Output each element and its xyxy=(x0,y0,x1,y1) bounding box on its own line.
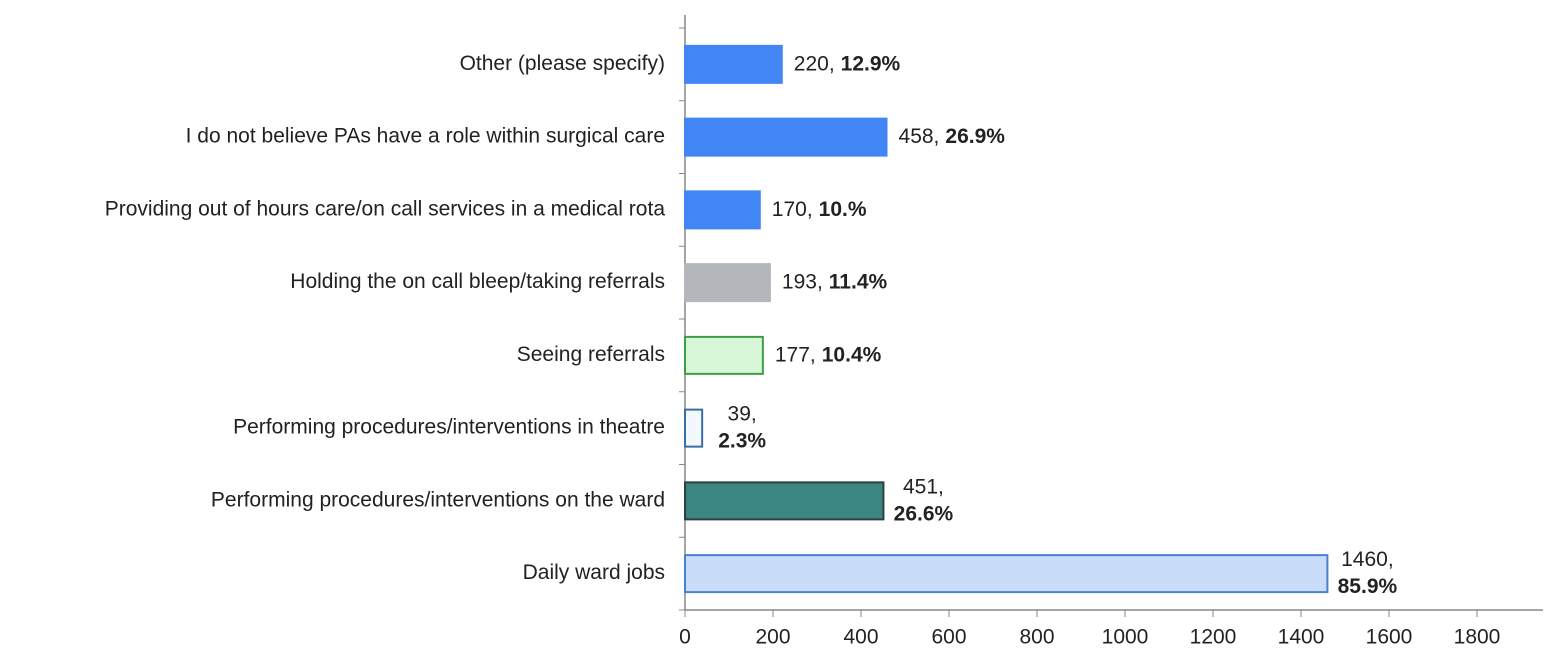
y-tick-label: I do not believe PAs have a role within … xyxy=(186,125,665,148)
bar xyxy=(684,263,771,303)
bar xyxy=(684,44,783,84)
percent-label: 2.3% xyxy=(718,430,766,453)
bar xyxy=(684,554,1329,594)
x-tick-label: 1800 xyxy=(1454,626,1501,649)
percent-label: 12.9% xyxy=(841,52,901,75)
data-label-group: 220, 12.9% xyxy=(794,52,901,75)
percent-label: 85.9% xyxy=(1338,575,1398,598)
bar xyxy=(684,481,885,521)
y-tick-label: Other (please specify) xyxy=(460,52,665,75)
data-label-group: 193, 11.4% xyxy=(782,270,888,293)
x-tick-label: 1600 xyxy=(1366,626,1413,649)
bar xyxy=(684,408,704,448)
data-label: 451, xyxy=(903,475,944,498)
x-tick-label: 200 xyxy=(755,626,790,649)
x-tick-label: 1400 xyxy=(1278,626,1325,649)
percent-label: 11.4% xyxy=(829,270,888,293)
x-tick-label: 600 xyxy=(931,626,966,649)
y-tick-label: Daily ward jobs xyxy=(523,561,665,584)
x-tick-label: 800 xyxy=(1019,626,1054,649)
x-tick-label: 400 xyxy=(843,626,878,649)
data-label: 170, xyxy=(772,197,813,220)
y-tick-label: Performing procedures/interventions on t… xyxy=(211,488,665,511)
bar xyxy=(684,335,764,375)
y-tick-label: Providing out of hours care/on call serv… xyxy=(105,197,666,220)
y-tick-label: Performing procedures/interventions in t… xyxy=(233,416,665,439)
percent-label: 10.4% xyxy=(822,343,882,366)
data-label: 220, xyxy=(794,52,835,75)
x-tick-label: 1000 xyxy=(1102,626,1149,649)
x-tick-label: 0 xyxy=(679,626,691,649)
data-label-group: 458, 26.9% xyxy=(899,125,1006,148)
percent-label: 26.9% xyxy=(945,125,1005,148)
percent-label: 26.6% xyxy=(894,502,954,525)
bar xyxy=(684,117,888,157)
data-label: 1460, xyxy=(1341,548,1394,571)
x-tick-label: 1200 xyxy=(1190,626,1237,649)
data-label: 177, xyxy=(775,343,816,366)
bar xyxy=(684,190,761,230)
y-tick-label: Seeing referrals xyxy=(517,343,665,366)
data-label: 39, xyxy=(728,403,757,426)
percent-label: 10.% xyxy=(819,197,867,220)
data-label: 193, xyxy=(782,270,823,293)
data-label: 458, xyxy=(899,125,940,148)
y-tick-label: Holding the on call bleep/taking referra… xyxy=(290,270,665,293)
data-label-group: 170, 10.% xyxy=(772,197,867,220)
data-label-group: 177, 10.4% xyxy=(775,343,882,366)
